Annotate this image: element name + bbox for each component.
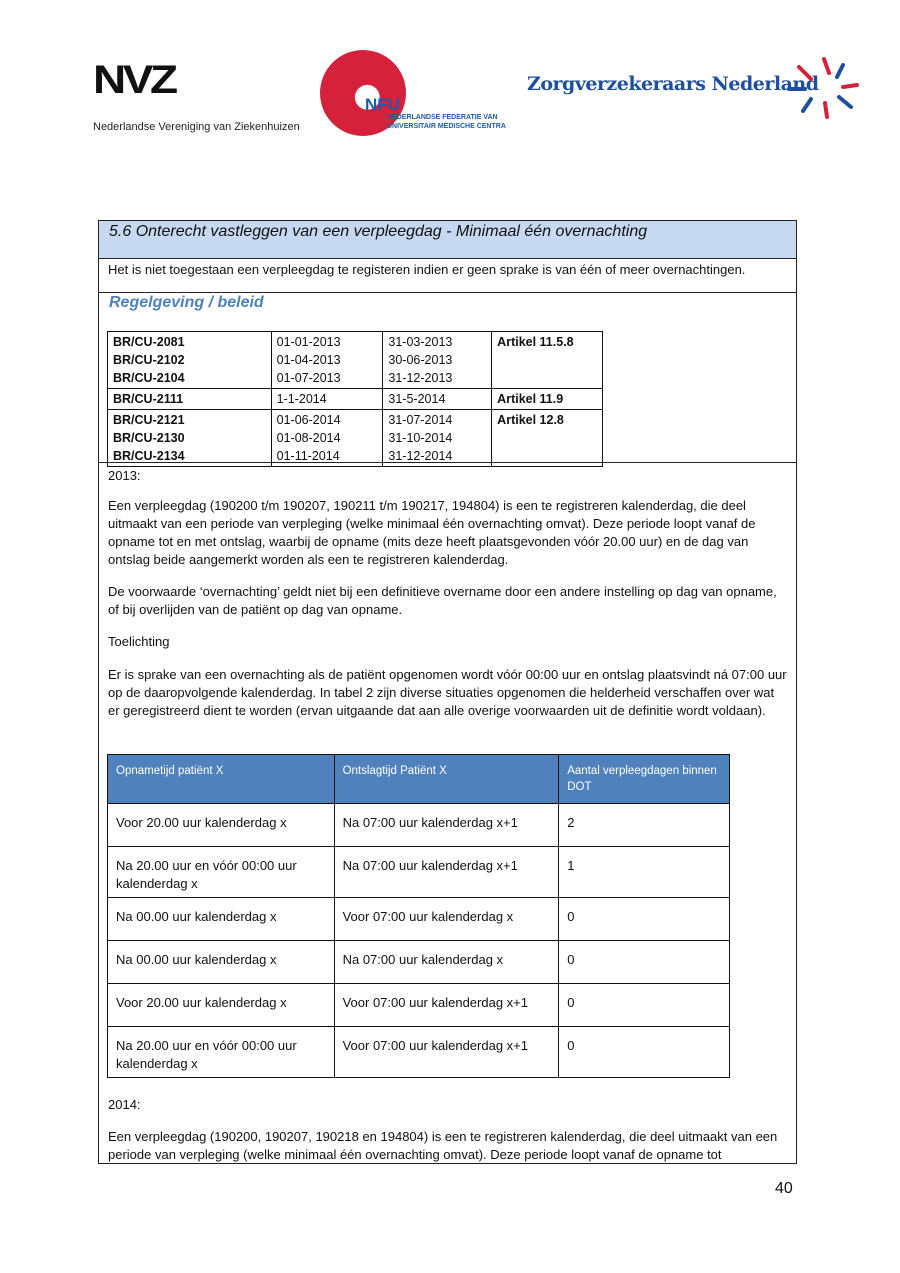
table-cell: Na 07:00 uur kalenderdag x bbox=[333, 940, 560, 984]
br-cell-codes: BR/CU-2111 bbox=[107, 388, 272, 410]
br-value: 01-06-2014 bbox=[276, 413, 341, 427]
year-2014-label: 2014: bbox=[108, 1097, 141, 1112]
br-value: BR/CU-2111 bbox=[113, 392, 184, 406]
br-value: BR/CU-2130 bbox=[113, 431, 185, 445]
nfu-logo-emblem bbox=[320, 50, 406, 136]
br-value: 01-04-2013 bbox=[276, 353, 341, 367]
verpleegdagen-table: Opnametijd patiënt X Ontslagtijd Patiënt … bbox=[107, 754, 730, 1078]
br-row: BR/CU-2111 1-1-2014 31-5-2014 Artikel 11.9 bbox=[107, 388, 603, 410]
br-value: 1-1-2014 bbox=[276, 392, 327, 406]
table-cell: 1 bbox=[558, 846, 730, 898]
br-value: Artikel 12.8 bbox=[497, 413, 564, 427]
table-row: Voor 20.00 uur kalenderdag x Na 07:00 uur… bbox=[107, 803, 730, 847]
paragraph: Er is sprake van een overnachting als de… bbox=[108, 667, 787, 718]
br-value: Artikel 11.9 bbox=[497, 392, 564, 406]
br-cell-start: 01-06-2014 01-08-2014 01-11-2014 bbox=[270, 409, 384, 467]
nfu-sub-line: UNIVERSITAIR MEDISCHE CENTRA bbox=[387, 123, 506, 130]
br-cell-end: 31-03-2013 30-06-2013 31-12-2013 bbox=[382, 331, 493, 389]
section-frame: 5.6 Onterecht vastleggen van een verplee… bbox=[98, 220, 797, 1164]
br-cell-codes: BR/CU-2081 BR/CU-2102 BR/CU-2104 bbox=[107, 331, 272, 389]
paragraph: De voorwaarde ‘overnachting’ geldt niet … bbox=[108, 584, 777, 617]
br-cell-article: Artikel 12.8 bbox=[491, 409, 603, 467]
table-cell: Voor 07:00 uur kalenderdag x+1 bbox=[333, 1026, 560, 1078]
br-value: 30-06-2013 bbox=[388, 353, 453, 367]
br-value: 01-08-2014 bbox=[276, 431, 341, 445]
nvz-logo: NVZ bbox=[93, 58, 178, 102]
br-value: BR/CU-2102 bbox=[113, 353, 185, 367]
column-header: Ontslagtijd Patiënt X bbox=[333, 754, 560, 804]
column-header: Opnametijd patiënt X bbox=[107, 754, 335, 804]
zn-emblem-icon bbox=[787, 57, 859, 119]
table-row: Na 00.00 uur kalenderdag x Voor 07:00 uur… bbox=[107, 897, 730, 941]
section-title: 5.6 Onterecht vastleggen van een verplee… bbox=[109, 223, 648, 240]
table-cell: 0 bbox=[558, 983, 730, 1027]
table-cell: Voor 20.00 uur kalenderdag x bbox=[107, 803, 335, 847]
table-cell: 2 bbox=[558, 803, 730, 847]
br-value: 01-01-2013 bbox=[276, 335, 341, 349]
intro-band: Het is niet toegestaan een verpleegdag t… bbox=[99, 259, 796, 293]
year-2013-label: 2013: bbox=[108, 468, 141, 483]
br-cell-start: 01-01-2013 01-04-2013 01-07-2013 bbox=[270, 331, 384, 389]
br-value: Artikel 11.5.8 bbox=[497, 335, 574, 349]
br-value: BR/CU-2134 bbox=[113, 449, 185, 463]
table-cell: Na 20.00 uur en vóór 00:00 uur kalenderd… bbox=[107, 1026, 335, 1078]
nvz-name: Nederlandse Vereniging van Ziekenhuizen bbox=[93, 121, 300, 133]
br-cell-article: Artikel 11.5.8 bbox=[491, 331, 603, 389]
br-value: 31-12-2014 bbox=[388, 449, 453, 463]
table-row: Na 20.00 uur en vóór 00:00 uur kalenderd… bbox=[107, 1026, 730, 1078]
table-cell: Na 20.00 uur en vóór 00:00 uur kalenderd… bbox=[107, 846, 335, 898]
br-value: 01-11-2014 bbox=[276, 449, 340, 463]
page-number: 40 bbox=[775, 1180, 793, 1197]
table-cell: Voor 20.00 uur kalenderdag x bbox=[107, 983, 335, 1027]
br-value: BR/CU-2081 bbox=[113, 335, 185, 349]
regelgeving-heading: Regelgeving / beleid bbox=[109, 294, 264, 311]
br-value: 31-07-2014 bbox=[388, 413, 453, 427]
intro-text: Het is niet toegestaan een verpleegdag t… bbox=[108, 262, 746, 277]
br-value: 01-07-2013 bbox=[276, 371, 341, 385]
br-cell-end: 31-07-2014 31-10-2014 31-12-2014 bbox=[382, 409, 493, 467]
br-value: BR/CU-2121 bbox=[113, 413, 185, 427]
table-cell: Voor 07:00 uur kalenderdag x+1 bbox=[333, 983, 560, 1027]
br-cell-end: 31-5-2014 bbox=[382, 388, 493, 410]
table-row: Na 00.00 uur kalenderdag x Na 07:00 uur k… bbox=[107, 940, 730, 984]
table-cell: Na 00.00 uur kalenderdag x bbox=[107, 897, 335, 941]
paragraph: Een verpleegdag (190200 t/m 190207, 1902… bbox=[108, 498, 756, 567]
table-row: Voor 20.00 uur kalenderdag x Voor 07:00 u… bbox=[107, 983, 730, 1027]
table-cell: 0 bbox=[558, 1026, 730, 1078]
nfu-subtitle: NEDERLANDSE FEDERATIE VAN UNIVERSITAIR ME… bbox=[387, 113, 506, 131]
br-cell-codes: BR/CU-2121 BR/CU-2130 BR/CU-2134 bbox=[107, 409, 272, 467]
br-value: 31-5-2014 bbox=[388, 392, 446, 406]
br-value: 31-10-2014 bbox=[388, 431, 453, 445]
table-cell: 0 bbox=[558, 940, 730, 984]
br-cell-start: 1-1-2014 bbox=[270, 388, 384, 410]
nfu-logo-text: NFU bbox=[365, 95, 400, 114]
table-cell: Na 07:00 uur kalenderdag x+1 bbox=[333, 846, 560, 898]
column-header: Aantal verpleegdagen binnen DOT bbox=[558, 754, 730, 804]
br-value: 31-03-2013 bbox=[388, 335, 453, 349]
br-value: 31-12-2013 bbox=[388, 371, 453, 385]
toelichting-label: Toelichting bbox=[108, 634, 170, 649]
table-cell: 0 bbox=[558, 897, 730, 941]
br-cell-article: Artikel 11.9 bbox=[491, 388, 603, 410]
table-cell: Na 00.00 uur kalenderdag x bbox=[107, 940, 335, 984]
paragraph: Een verpleegdag (190200, 190207, 190218 … bbox=[108, 1129, 778, 1162]
business-rules-table: BR/CU-2081 BR/CU-2102 BR/CU-2104 01-01-2013… bbox=[107, 331, 603, 467]
table-cell: Na 07:00 uur kalenderdag x+1 bbox=[333, 803, 560, 847]
nfu-sub-line: NEDERLANDSE FEDERATIE VAN bbox=[387, 114, 498, 121]
zn-logo-text: Zorgverzekeraars Nederland bbox=[527, 73, 819, 95]
table-cell: Voor 07:00 uur kalenderdag x bbox=[333, 897, 560, 941]
section-title-band: 5.6 Onterecht vastleggen van een verplee… bbox=[99, 221, 796, 259]
divider bbox=[99, 462, 796, 463]
br-value: BR/CU-2104 bbox=[113, 371, 185, 385]
br-row: BR/CU-2121 BR/CU-2130 BR/CU-2134 01-06-2014… bbox=[107, 409, 603, 467]
br-row: BR/CU-2081 BR/CU-2102 BR/CU-2104 01-01-2013… bbox=[107, 331, 603, 389]
table-row: Na 20.00 uur en vóór 00:00 uur kalenderd… bbox=[107, 846, 730, 898]
